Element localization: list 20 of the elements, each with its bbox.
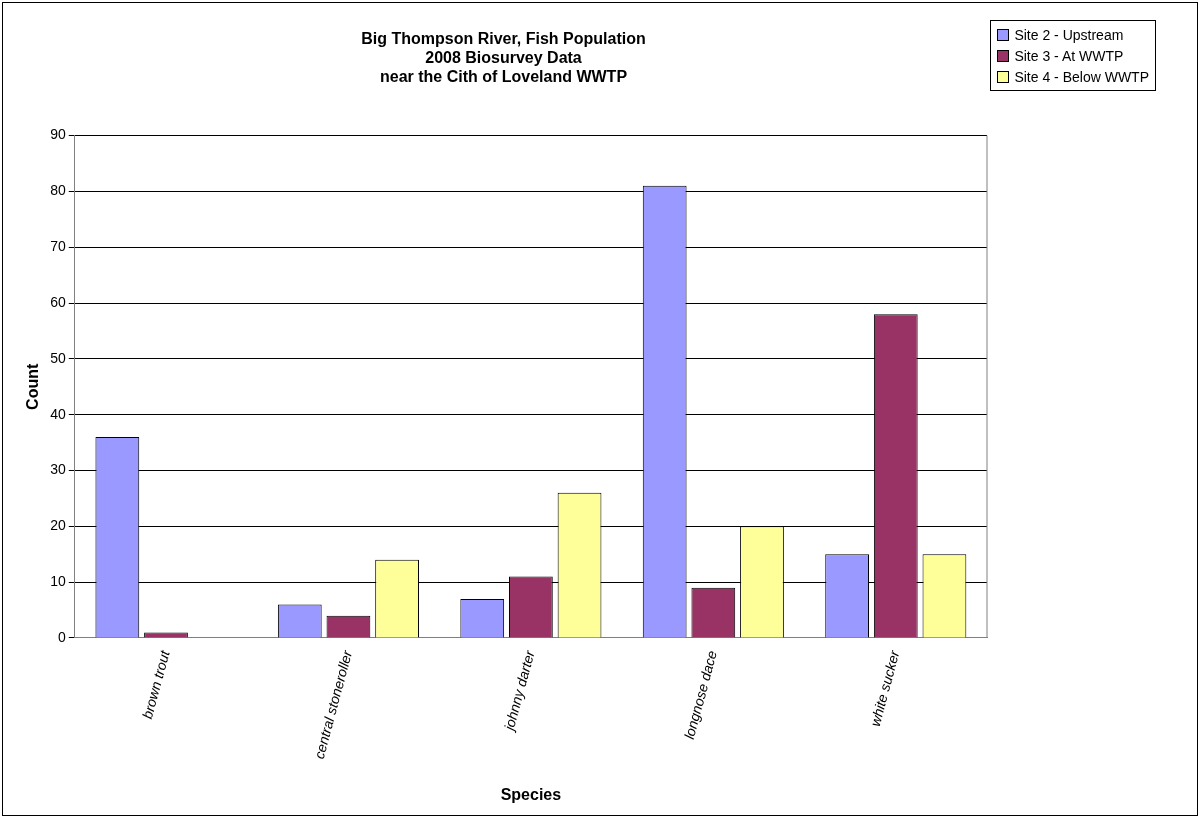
x-tick-label: brown trout [139,647,173,721]
x-axis-title: Species [500,785,562,803]
y-tick-label: 20 [50,517,66,534]
legend-label: Site 3 - At WWTP [1013,46,1125,66]
y-tick-label: 0 [57,628,66,645]
x-tick-label: white sucker [866,647,903,729]
y-tick-label: 10 [50,573,66,590]
y-tick-label: 80 [50,182,66,199]
y-tick-label: 70 [50,238,66,255]
y-tick-label: 90 [50,126,66,143]
y-tick-label: 50 [50,349,66,366]
chart-title: Big Thompson River, Fish Population 2008 Biosurvey Data near the Cith of Loveland WWTP [361,30,646,86]
y-tick-label: 30 [50,461,66,478]
x-tick-label: central stoneroller [310,647,356,761]
legend-label: Site 2 - Upstream [1013,25,1125,45]
y-tick-label: 40 [50,405,66,422]
legend-label: Site 4 - Below WWTP [1013,67,1149,87]
y-axis-title: Count [24,363,42,410]
x-tick-label: johnny darter [500,647,538,734]
y-tick-label: 60 [50,293,66,310]
